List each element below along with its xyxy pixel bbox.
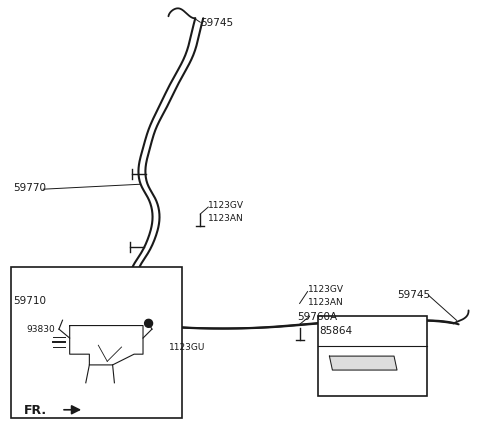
Text: 1123AN: 1123AN [208,213,244,222]
Bar [12,267,182,418]
Circle shape [144,320,153,328]
Text: 93830: 93830 [26,324,55,333]
Text: 1123GV: 1123GV [308,284,344,293]
Text: 59745: 59745 [397,289,430,299]
Text: 59745: 59745 [200,18,233,28]
Bar [317,317,427,396]
Polygon shape [329,356,397,370]
Text: 59760A: 59760A [298,312,338,321]
Text: FR.: FR. [24,403,47,417]
Text: 1123GV: 1123GV [208,200,244,209]
Text: 1123AN: 1123AN [308,297,343,306]
Text: 59770: 59770 [13,183,47,193]
Text: 59710: 59710 [13,296,47,306]
Text: 1123GU: 1123GU [168,342,205,351]
Text: 85864: 85864 [319,325,352,336]
